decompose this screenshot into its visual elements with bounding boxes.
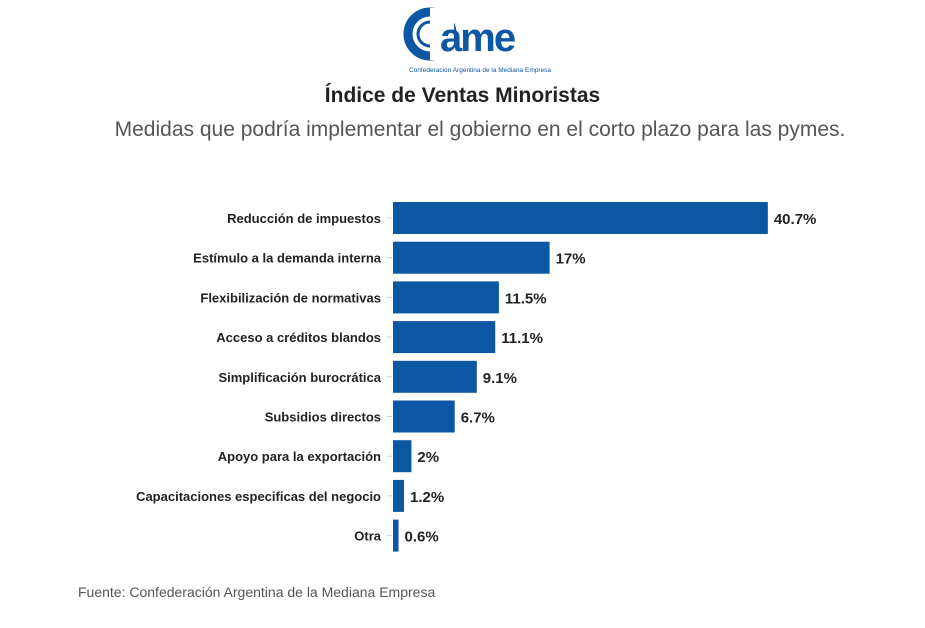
data-label: 9.1% xyxy=(483,370,517,387)
category-label: Apoyo para la exportación xyxy=(218,449,381,464)
bar xyxy=(393,202,768,234)
data-label: 1.2% xyxy=(410,489,444,506)
category-label: Otra xyxy=(354,529,382,544)
bar xyxy=(393,440,412,473)
bar xyxy=(393,400,455,433)
bar xyxy=(393,519,399,552)
data-label: 11.5% xyxy=(505,290,547,307)
category-label: Subsidios directos xyxy=(265,410,381,425)
data-label: 17% xyxy=(556,251,586,268)
chart-title: Índice de Ventas Minoristas xyxy=(324,84,601,107)
data-label: 2% xyxy=(417,449,439,466)
bar xyxy=(393,479,405,512)
came-logo: ame Confederación Argentina de la Median… xyxy=(403,7,551,74)
data-label: 6.7% xyxy=(461,410,495,427)
logo-caption: Confederación Argentina de la Mediana Em… xyxy=(409,67,551,74)
category-label: Capacitaciones especificas del negocio xyxy=(136,489,381,504)
data-label: 40.7% xyxy=(774,211,817,228)
bar xyxy=(393,321,496,354)
chart-subtitle: Medidas que podría implementar el gobier… xyxy=(114,118,846,141)
category-label: Estímulo a la demanda interna xyxy=(193,251,382,266)
bar xyxy=(393,241,550,274)
bar xyxy=(393,281,499,314)
category-label: Acceso a créditos blandos xyxy=(216,330,381,345)
category-label: Simplificación burocrática xyxy=(218,370,381,385)
data-label: 0.6% xyxy=(405,529,439,546)
bar xyxy=(393,360,477,393)
category-label: Reducción de impuestos xyxy=(227,211,381,226)
data-label: 11.1% xyxy=(501,330,543,347)
svg-text:ame: ame xyxy=(440,16,515,60)
category-label: Flexibilización de normativas xyxy=(200,290,381,305)
source-note: Fuente: Confederación Argentina de la Me… xyxy=(78,584,436,600)
